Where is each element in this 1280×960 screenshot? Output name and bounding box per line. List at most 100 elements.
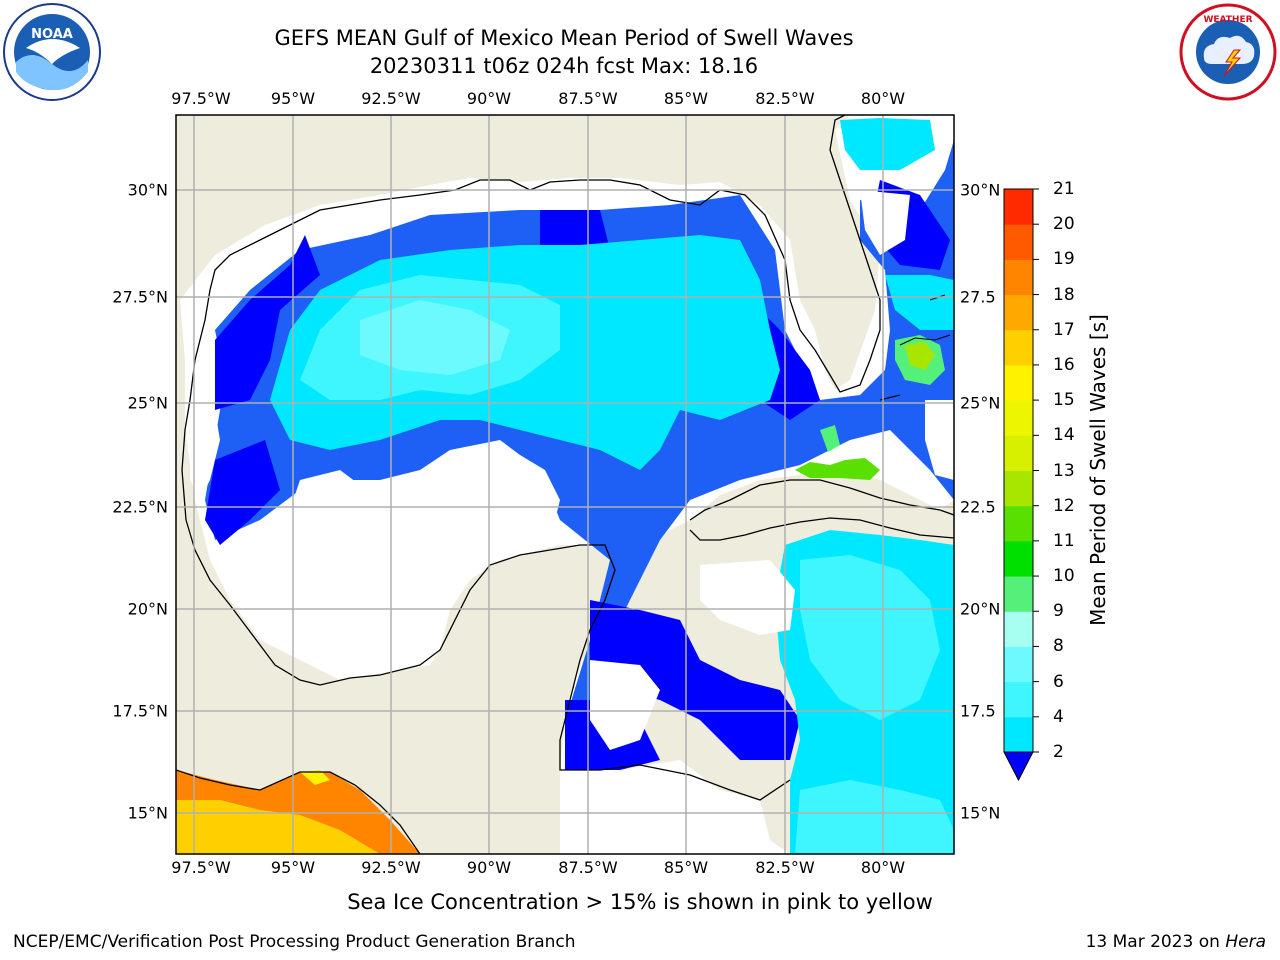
- colorbar-tick-label: 16: [1053, 354, 1075, 375]
- lat-tick-left: 15°N: [127, 803, 168, 823]
- no-data-central: [270, 455, 560, 650]
- no-data-honduras: [590, 660, 660, 750]
- lat-tick-right: 30°N: [960, 180, 1001, 200]
- lon-tick-top: 80°W: [860, 89, 906, 108]
- lat-tick-left: 22.5°N: [112, 497, 168, 517]
- colorbar-tick-label: 15: [1053, 390, 1075, 411]
- no-data-yucatan-channel: [700, 560, 795, 635]
- coastline-mexico: [185, 519, 791, 801]
- lat-tick-right: 22.5: [960, 497, 996, 517]
- gridlines: [176, 115, 954, 854]
- lat-tick-right: 27.5: [960, 287, 996, 307]
- swell-band-8-9-core: [360, 300, 510, 375]
- lat-tick-right: 25°N: [960, 393, 1001, 413]
- lon-tick-bottom: 92.5°W: [361, 858, 421, 877]
- lat-tick-right: 17.5: [960, 701, 996, 721]
- colorbar-tick-label: 17: [1053, 319, 1075, 340]
- colorbar-band: [1004, 189, 1033, 225]
- colorbar-tick-label: 12: [1053, 495, 1075, 516]
- no-data-bahamas: [925, 400, 954, 480]
- credit-date-text: 13 Mar 2023 on: [1085, 932, 1226, 952]
- yucatan-land: [176, 510, 610, 854]
- lat-tick-left: 17.5°N: [112, 701, 168, 721]
- colorbar-band: [1004, 611, 1033, 647]
- lon-tick-top: 90°W: [466, 89, 512, 108]
- swell-band-atlantic: [840, 118, 935, 170]
- lat-tick-left: 27.5°N: [112, 287, 168, 307]
- lon-tick-bottom: 90°W: [466, 858, 512, 877]
- colorbar-tick-label: 2: [1053, 742, 1064, 762]
- lon-tick-top: 97.5°W: [171, 89, 231, 108]
- lon-tick-top: 92.5°W: [361, 89, 421, 108]
- credit-branch: NCEP/EMC/Verification Post Processing Pr…: [13, 932, 576, 952]
- colorbar: [1003, 188, 1039, 782]
- cuba-land: [690, 480, 954, 545]
- colorbar-tick-label: 18: [1053, 284, 1075, 305]
- lon-tick-top: 87.5°W: [558, 89, 618, 108]
- pacific-swell-region-bright: [300, 770, 330, 785]
- colorbar-tick-label: 19: [1053, 249, 1075, 270]
- colorbar-band: [1004, 224, 1033, 260]
- lat-tick-left: 20°N: [127, 599, 168, 619]
- colorbar-tick-label: 10: [1053, 566, 1075, 587]
- coastline-pacific: [176, 769, 421, 854]
- swell-band-lt2-b: [205, 440, 280, 545]
- colorbar-band: [1004, 259, 1033, 296]
- colorbar-band: [1004, 681, 1033, 718]
- colorbar-band: [1004, 294, 1033, 331]
- swell-band-green-keys: [820, 425, 840, 452]
- lon-tick-top: 95°W: [270, 89, 316, 108]
- colorbar-tick-label: 20: [1053, 214, 1075, 235]
- no-data-west: [190, 410, 220, 500]
- colorbar-band: [1004, 329, 1033, 366]
- lat-tick-left: 30°N: [127, 180, 168, 200]
- swell-band-caribbean-lower: [795, 780, 954, 854]
- swell-band-lime-bahamas: [905, 342, 935, 370]
- colorbar-tick-label: 13: [1053, 460, 1075, 481]
- noaa-logo-text: NOAA: [31, 27, 73, 42]
- lon-tick-bottom: 85°W: [663, 858, 709, 877]
- colorbar-band: [1004, 435, 1033, 471]
- colorbar-band: [1004, 364, 1033, 401]
- credit-date: 13 Mar 2023 on Hera: [1086, 932, 1266, 952]
- colorbar-label: Mean Period of Swell Waves [s]: [1086, 314, 1110, 626]
- lon-tick-bottom: 80°W: [860, 858, 906, 877]
- lat-tick-left: 25°N: [127, 393, 168, 413]
- colorbar-tick-label: 9: [1053, 601, 1064, 622]
- colorbar-tick-label: 11: [1053, 530, 1075, 551]
- colorbar-tick-label: 14: [1053, 425, 1075, 446]
- map-frame: [175, 114, 955, 855]
- lat-tick-right: 20°N: [960, 599, 1001, 619]
- lon-tick-bottom: 82.5°W: [755, 858, 815, 877]
- colorbar-tick-label: 8: [1053, 636, 1064, 657]
- colorbar-band: [1004, 400, 1033, 436]
- lon-tick-top: 82.5°W: [755, 89, 815, 108]
- colorbar-tick-label: 6: [1053, 671, 1064, 692]
- colorbar-tick-label: 21: [1053, 179, 1075, 199]
- credit-host: Hera: [1225, 932, 1266, 952]
- noaa-logo: NOAA: [3, 3, 101, 101]
- lon-tick-bottom: 97.5°W: [171, 858, 231, 877]
- lon-tick-top: 85°W: [663, 89, 709, 108]
- lat-tick-right: 15°N: [960, 803, 1001, 823]
- swell-band-lt2-e: [590, 600, 800, 760]
- colorbar-band: [1004, 540, 1033, 577]
- colorbar-band: [1004, 505, 1033, 542]
- colorbar-band: [1004, 716, 1033, 753]
- coastline-gulf: [181, 115, 881, 521]
- map-subtitle: 20230311 t06z 024h fcst Max: 18.16: [369, 54, 759, 78]
- colorbar-tick-label: 4: [1053, 706, 1064, 727]
- colorbar-extend-arrow: [1003, 751, 1034, 782]
- swell-band-caribbean-6-8: [800, 555, 940, 720]
- no-data-florida-shelf: [860, 190, 910, 255]
- lon-tick-bottom: 87.5°W: [558, 858, 618, 877]
- map-title: GEFS MEAN Gulf of Mexico Mean Period of …: [274, 26, 854, 50]
- colorbar-band: [1004, 576, 1033, 612]
- colorbar-band: [1004, 470, 1033, 507]
- sea-ice-footnote: Sea Ice Concentration > 15% is shown in …: [347, 890, 933, 914]
- colorbar-band: [1004, 646, 1033, 683]
- swell-band-atlantic-east: [885, 275, 954, 330]
- nws-logo: WEATHER: [1179, 3, 1277, 101]
- swell-band-green-straits: [795, 458, 880, 480]
